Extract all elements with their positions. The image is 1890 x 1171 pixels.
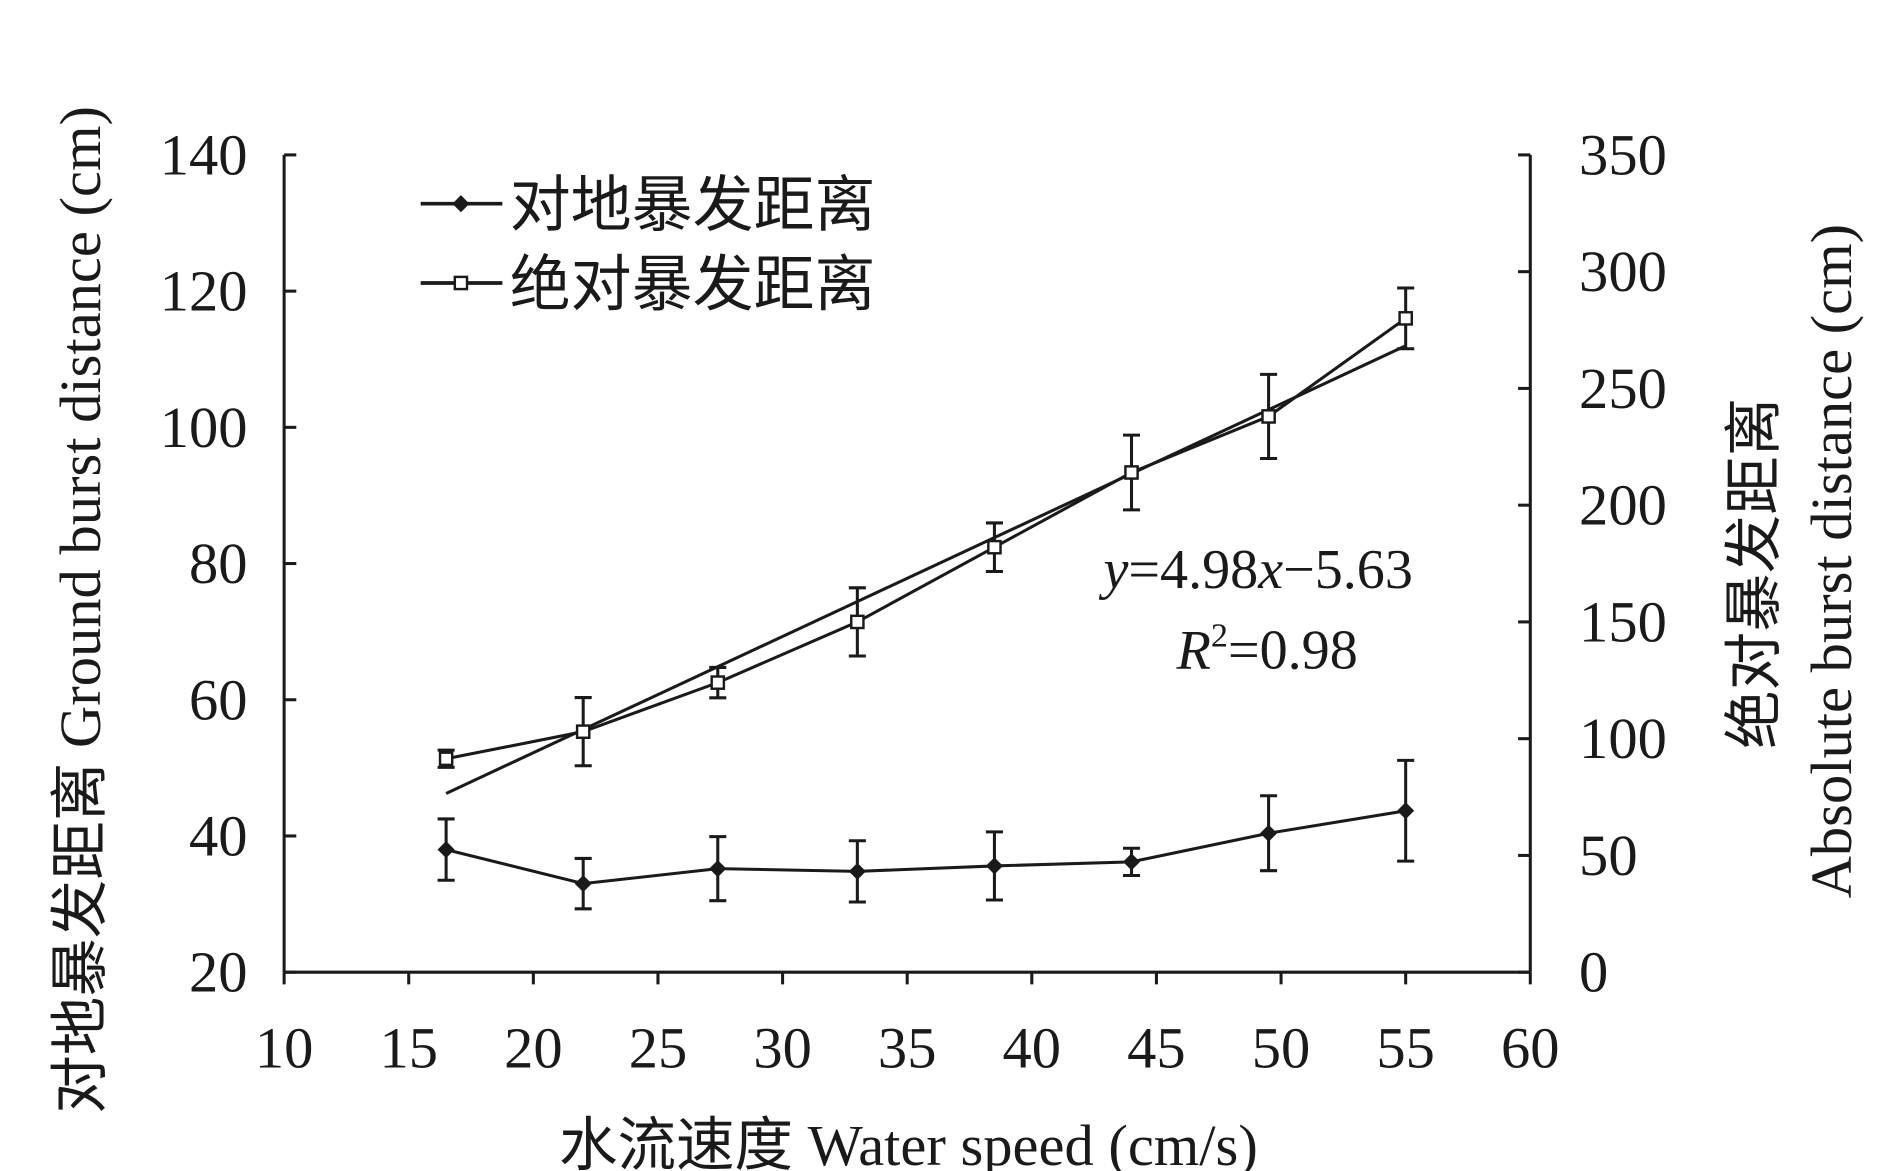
x-tick-label: 25 bbox=[629, 1015, 688, 1080]
data-point-diamond bbox=[437, 841, 455, 859]
x-tick-label: 10 bbox=[255, 1015, 314, 1080]
data-point-square bbox=[438, 751, 454, 767]
series-line-absolute bbox=[445, 317, 1407, 761]
y-right-tick-label: 100 bbox=[1579, 706, 1667, 771]
y-right-tick-label: 200 bbox=[1579, 473, 1667, 538]
data-point-diamond bbox=[1122, 853, 1141, 871]
data-point-square bbox=[850, 614, 865, 630]
trendline-equation: y=4.98x−5.63 bbox=[1099, 539, 1413, 601]
data-point-square bbox=[1124, 465, 1139, 480]
data-point-diamond bbox=[985, 857, 1003, 875]
x-tick-label: 35 bbox=[878, 1015, 937, 1080]
y-right-tick-label: 350 bbox=[1579, 122, 1667, 187]
y-left-tick-label: 120 bbox=[160, 259, 248, 324]
legend-label-absolute: 绝对暴发距离 bbox=[510, 252, 876, 319]
x-tick-label: 30 bbox=[753, 1015, 812, 1080]
y-right-tick-label: 0 bbox=[1579, 940, 1608, 1005]
y-right-tick-label: 300 bbox=[1579, 239, 1667, 304]
y-left-tick-label: 140 bbox=[160, 122, 248, 187]
data-point-diamond bbox=[1260, 824, 1278, 842]
data-point-diamond bbox=[709, 860, 727, 878]
data-point-diamond bbox=[574, 875, 592, 893]
data-point-square bbox=[575, 724, 591, 739]
legend-label-ground: 对地暴发距离 bbox=[510, 173, 876, 240]
y-axis-left-title: 对地暴发距离 Ground burst distance (cm) bbox=[48, 106, 113, 1114]
data-point-square bbox=[1398, 311, 1413, 326]
x-tick-label: 45 bbox=[1127, 1015, 1186, 1080]
data-point-diamond bbox=[848, 862, 866, 880]
y-left-tick-label: 60 bbox=[189, 667, 248, 732]
x-tick-label: 55 bbox=[1376, 1015, 1435, 1080]
y-right-tick-label: 250 bbox=[1579, 356, 1667, 421]
trendline-r2: R2=0.98 bbox=[1176, 617, 1358, 681]
y-left-tick-label: 40 bbox=[189, 803, 248, 868]
x-tick-label: 60 bbox=[1501, 1015, 1560, 1080]
series-line-ground bbox=[445, 809, 1406, 886]
legend-diamond-marker bbox=[452, 195, 470, 213]
y-left-tick-label: 80 bbox=[189, 531, 248, 596]
legend: 对地暴发距离 绝对暴发距离 bbox=[420, 173, 876, 319]
x-tick-label: 15 bbox=[379, 1015, 438, 1080]
trendline bbox=[445, 344, 1407, 795]
y-axis-right-title-cn: 绝对暴发距离 bbox=[1722, 398, 1787, 749]
data-point-square bbox=[987, 539, 1002, 555]
legend-square-marker bbox=[453, 275, 469, 291]
data-point-square bbox=[1261, 409, 1276, 424]
y-axis-right-title-en: Absolute burst distance (cm) bbox=[1799, 224, 1864, 899]
x-tick-label: 50 bbox=[1252, 1015, 1311, 1080]
y-right-tick-label: 150 bbox=[1579, 589, 1667, 654]
y-left-tick-label: 100 bbox=[160, 395, 248, 460]
y-right-tick-label: 50 bbox=[1579, 823, 1638, 888]
marks bbox=[437, 286, 1415, 911]
x-tick-label: 40 bbox=[1003, 1015, 1062, 1080]
data-point-diamond bbox=[1397, 802, 1415, 820]
data-point-square bbox=[710, 675, 726, 690]
x-axis-title: 水流速度 Water speed (cm/s) bbox=[559, 1113, 1258, 1171]
axes: 10 15 20 25 30 35 40 45 50 55 60 20 40 60 80 100 120 140 0… bbox=[160, 122, 1667, 1080]
y-left-tick-label: 20 bbox=[189, 940, 248, 1005]
x-tick-label: 20 bbox=[504, 1015, 563, 1080]
